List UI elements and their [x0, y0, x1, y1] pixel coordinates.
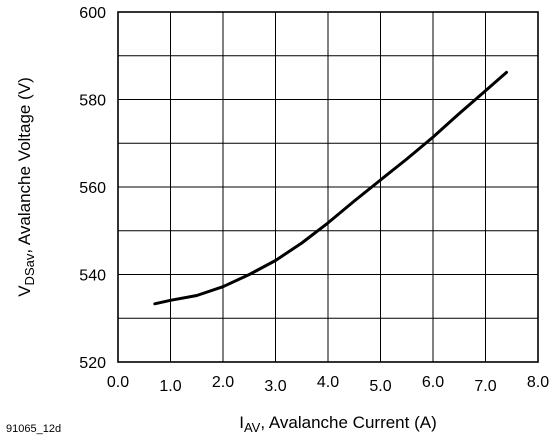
- grid-lines: [118, 12, 538, 362]
- y-axis-tick-labels: 520 540 560 580 600: [79, 5, 106, 372]
- y-tick-label: 540: [79, 268, 106, 285]
- y-axis-title-sub: DSav: [22, 253, 37, 285]
- x-tick-label: 4.0: [317, 374, 339, 391]
- y-tick-label: 600: [79, 5, 106, 22]
- x-tick-label: 1.0: [159, 378, 181, 395]
- x-tick-label: 8.0: [527, 374, 549, 391]
- y-tick-label: 580: [79, 93, 106, 110]
- plot-frame: [117, 11, 539, 363]
- series-line: [153, 70, 508, 306]
- x-tick-label: 2.0: [212, 374, 234, 391]
- x-tick-label: 7.0: [474, 378, 496, 395]
- y-axis-title-rest: , Avalanche Voltage (V): [15, 77, 34, 253]
- y-tick-label: 520: [79, 355, 106, 372]
- x-axis-title-main: I: [239, 413, 244, 432]
- x-axis-title: IAV, Avalanche Current (A): [239, 413, 437, 435]
- x-tick-label: 6.0: [422, 374, 444, 391]
- y-axis-title-main: V: [15, 285, 34, 297]
- y-tick-label: 560: [79, 180, 106, 197]
- x-axis-title-rest: , Avalanche Current (A): [260, 413, 436, 432]
- x-axis-title-sub: AV: [244, 420, 261, 435]
- y-axis-title: VDSav, Avalanche Voltage (V): [15, 77, 37, 297]
- x-axis-tick-labels: 0.0 1.0 2.0 3.0 4.0 5.0 6.0 7.0 8.0: [107, 374, 549, 395]
- figure-code: 91065_12d: [6, 423, 61, 435]
- x-tick-label: 3.0: [264, 378, 286, 395]
- x-tick-label: 5.0: [369, 378, 391, 395]
- x-tick-label: 0.0: [107, 374, 129, 391]
